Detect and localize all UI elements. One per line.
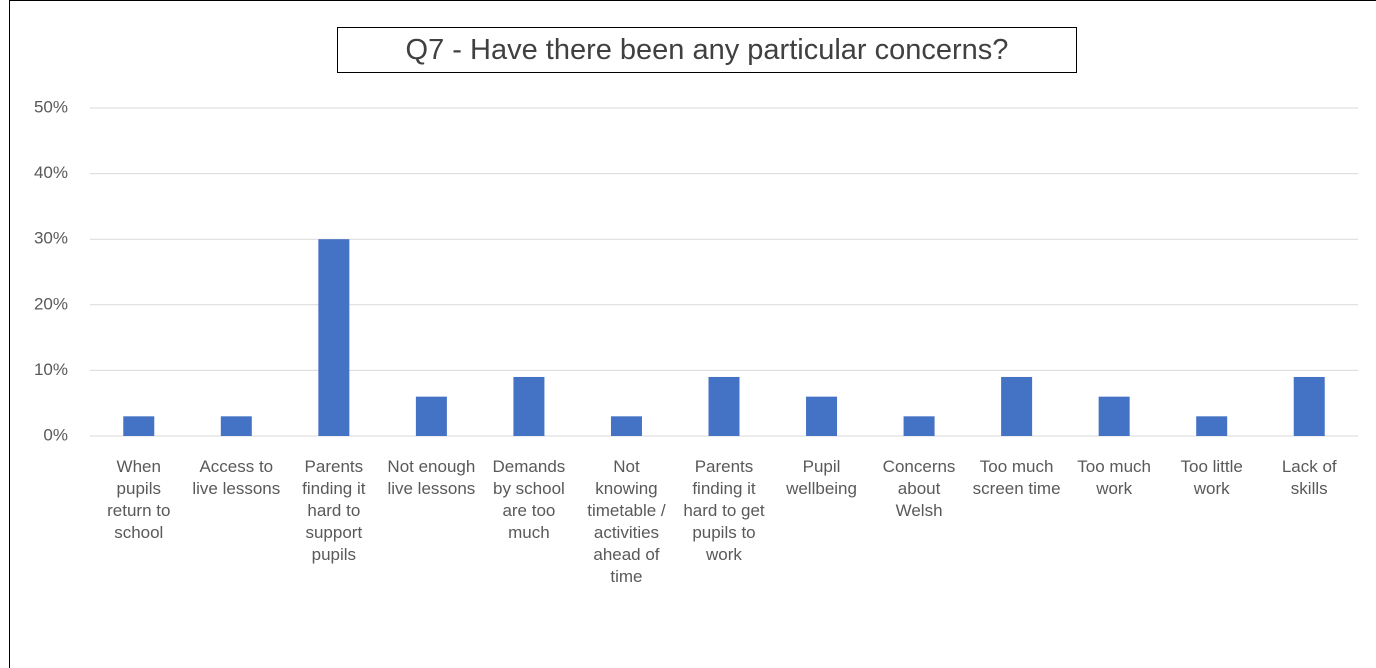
bar — [1001, 376, 1033, 436]
x-tick-label: Too much screen time — [972, 457, 1061, 498]
x-tick-label: Too much work — [1077, 457, 1151, 498]
bar — [903, 416, 935, 436]
y-tick-label: 30% — [34, 229, 68, 248]
frame — [9, 0, 1376, 668]
x-tick-label: Concerns about Welsh — [882, 457, 956, 520]
x-tick-label: Pupil wellbeing — [786, 457, 857, 498]
bar — [1098, 396, 1130, 436]
y-tick-label: 50% — [34, 97, 68, 116]
bar — [708, 376, 740, 436]
y-tick-label: 0% — [43, 425, 68, 444]
x-tick-label: Lack of skills — [1281, 457, 1337, 498]
bar — [123, 416, 155, 436]
bar — [1293, 376, 1325, 436]
y-tick-label: 20% — [34, 294, 68, 313]
x-tick-label: Too little work — [1180, 457, 1243, 498]
y-tick-label: 40% — [34, 163, 68, 182]
x-tick-label: Demands by school are too much — [492, 457, 566, 542]
bar — [318, 239, 350, 436]
x-tick-label: Parents finding it hard to get pupils to… — [683, 457, 765, 564]
bar — [1196, 416, 1228, 436]
x-tick-label: When pupils return to school — [107, 457, 171, 542]
x-tick-label: Access to live lessons — [192, 457, 281, 498]
bar — [513, 376, 545, 436]
x-tick-label: Not enough live lessons — [387, 457, 476, 498]
bar — [806, 396, 838, 436]
y-tick-label: 10% — [34, 360, 68, 379]
chart-title: Q7 - Have there been any particular conc… — [337, 27, 1077, 73]
bar — [220, 416, 252, 436]
x-tick-label: Parents finding it hard to support pupil… — [302, 457, 366, 564]
bar — [415, 396, 447, 436]
x-tick-label: Not knowing timetable / activities ahead… — [587, 457, 666, 586]
bar — [610, 416, 642, 436]
